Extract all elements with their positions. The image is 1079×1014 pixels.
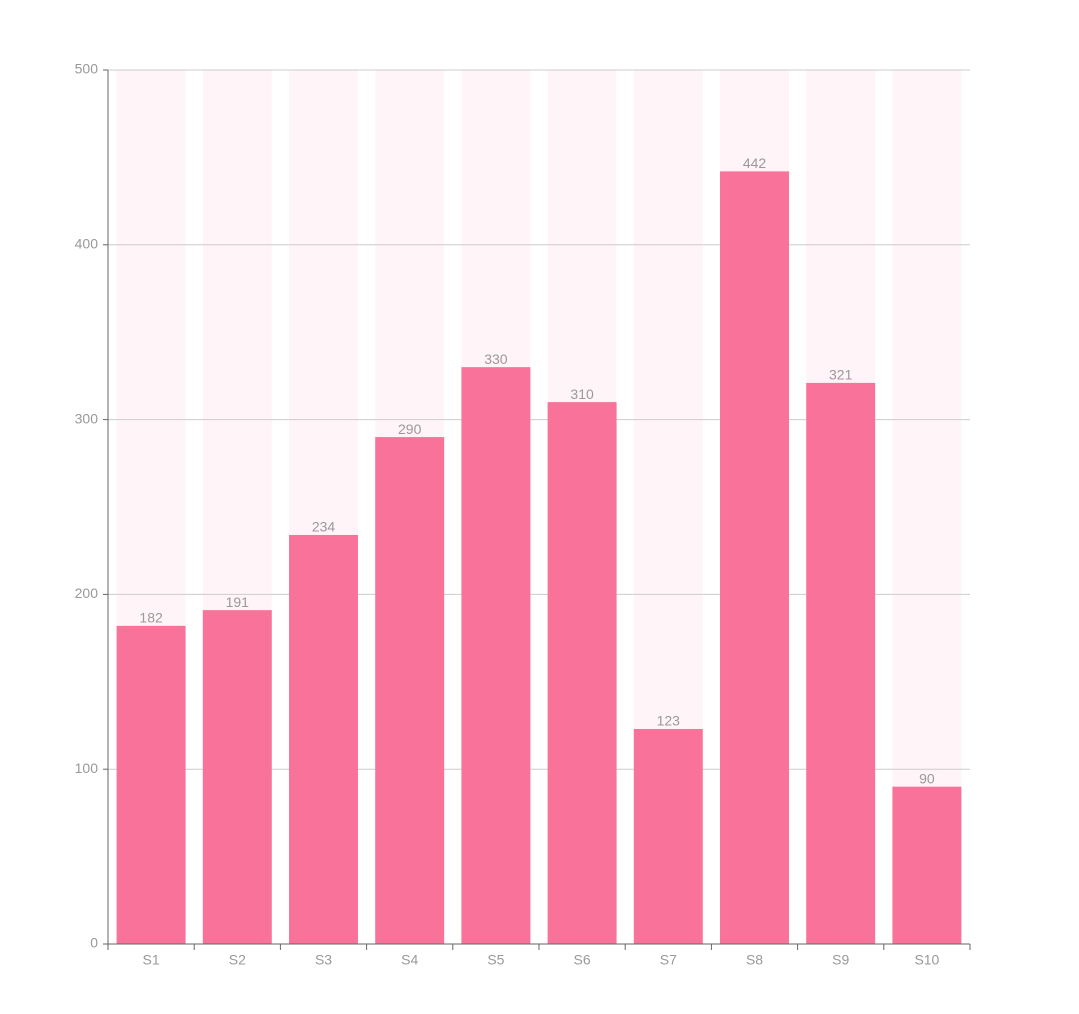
data-label: 310 (570, 386, 594, 402)
bar (892, 786, 962, 944)
x-tick-label: S3 (315, 952, 332, 968)
data-label: 123 (657, 713, 681, 729)
bar (461, 367, 531, 944)
y-tick-label: 0 (90, 935, 98, 951)
bar (116, 625, 186, 944)
y-tick-label: 400 (75, 236, 99, 252)
x-tick-label: S7 (660, 952, 677, 968)
bar (547, 402, 617, 944)
y-tick-label: 200 (75, 585, 99, 601)
data-label: 321 (829, 367, 853, 383)
x-tick-label: S8 (746, 952, 763, 968)
data-label: 442 (743, 155, 767, 171)
data-label: 191 (226, 594, 250, 610)
x-tick-label: S10 (914, 952, 939, 968)
data-label: 182 (139, 610, 163, 626)
x-tick-label: S2 (229, 952, 246, 968)
x-tick-label: S9 (832, 952, 849, 968)
bar (720, 171, 789, 944)
bar (806, 382, 876, 945)
x-tick-label: S1 (143, 952, 160, 968)
data-label: 90 (919, 770, 935, 786)
data-label: 290 (398, 421, 422, 437)
x-tick-label: S4 (401, 952, 418, 968)
bar (289, 534, 358, 944)
y-tick-label: 100 (75, 760, 99, 776)
y-tick-label: 300 (75, 410, 99, 426)
bar (633, 728, 703, 944)
data-label: 234 (312, 519, 336, 535)
x-tick-label: S6 (574, 952, 591, 968)
y-tick-label: 500 (75, 61, 99, 77)
data-label: 330 (484, 351, 508, 367)
bar (202, 610, 272, 944)
bar (375, 437, 445, 944)
x-tick-label: S5 (487, 952, 504, 968)
